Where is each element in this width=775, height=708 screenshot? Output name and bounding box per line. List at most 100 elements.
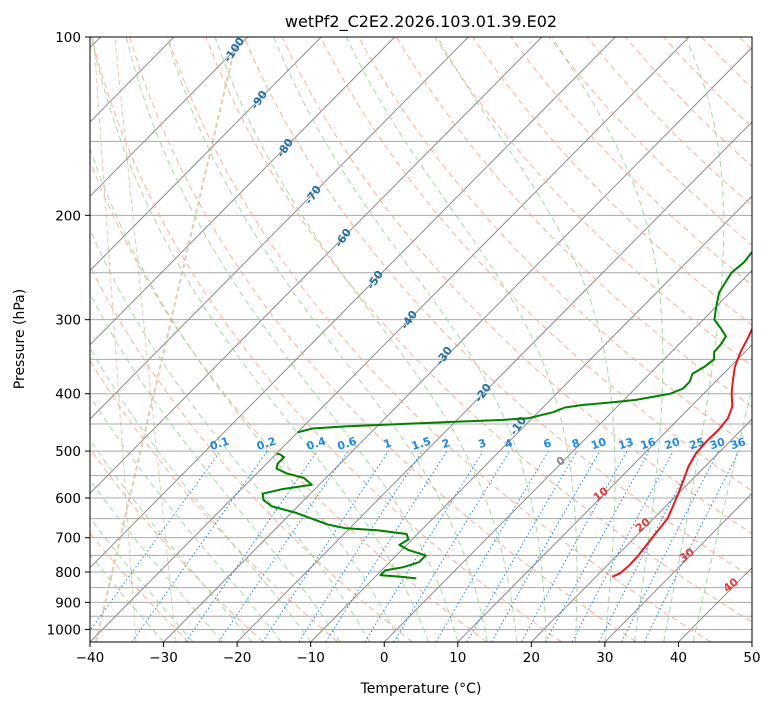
y-tick-label: 900 xyxy=(55,595,81,611)
x-tick-label: 20 xyxy=(523,650,540,666)
x-axis-ticks: −40 −30 −20 −10 0 10 20 30 40 50 xyxy=(76,642,761,666)
dry-adiabat-line xyxy=(90,447,264,642)
mixing-ratio-label: 13 xyxy=(617,435,636,452)
y-tick-label: 100 xyxy=(55,30,81,46)
dry-adiabat-line xyxy=(205,37,752,623)
isotherm-line xyxy=(163,46,752,642)
dry-adiabat-line xyxy=(434,37,752,367)
y-tick-label: 1000 xyxy=(47,622,81,638)
y-tick-label: 400 xyxy=(55,387,81,403)
y-tick-label: 500 xyxy=(55,444,81,460)
y-tick-label: 800 xyxy=(55,565,81,581)
moist-adiabat-line xyxy=(551,37,664,642)
cold-reference-curve xyxy=(93,37,137,642)
y-tick-label: 200 xyxy=(55,208,81,224)
isotherm-line xyxy=(90,37,616,569)
isotherm-line xyxy=(310,195,752,642)
y-axis-label: Pressure (hPa) xyxy=(12,289,28,389)
mixing-ratio-label: 0.6 xyxy=(336,434,359,452)
x-tick-label: 30 xyxy=(596,650,613,666)
dry-adiabat-label: 0 xyxy=(554,454,568,469)
y-axis-ticks: 100 200 300 400 500 600 700 800 900 1000 xyxy=(47,30,90,638)
dry-adiabat-line xyxy=(281,37,752,535)
dry-adiabat-line xyxy=(243,37,752,578)
chart-title: wetPf2_C2E2.2026.103.01.39.E02 xyxy=(285,12,557,32)
dry-adiabat-line xyxy=(358,37,752,450)
mixing-ratio-label: 16 xyxy=(639,435,658,452)
sounding-profiles xyxy=(261,250,752,580)
isotherm-line xyxy=(90,37,543,495)
moist-adiabat-line xyxy=(692,385,752,642)
profile-line-1 xyxy=(611,326,752,578)
dry-adiabat-line xyxy=(91,37,562,642)
mixing-ratio-label: 10 xyxy=(589,435,608,452)
isotherm-line xyxy=(751,641,752,642)
moist-adiabat-line xyxy=(90,347,312,642)
dry-adiabat-line xyxy=(319,37,752,492)
mixing-ratio-line xyxy=(435,450,550,642)
moist-adiabat-line xyxy=(90,395,282,642)
mixing-ratio-line xyxy=(521,450,628,642)
mixing-ratio-label: 0.4 xyxy=(305,434,328,452)
isotherm-line xyxy=(90,37,690,642)
isotherm-line xyxy=(236,121,752,642)
isotherm-line xyxy=(90,37,248,197)
dry-adiabat-line xyxy=(167,37,711,642)
moist-adiabat-line xyxy=(166,37,488,642)
mixing-ratio-label: 1.5 xyxy=(410,435,433,453)
profile-line-2 xyxy=(261,452,427,580)
dry-adiabat-line xyxy=(548,37,752,246)
mixing-ratio-label: 4 xyxy=(503,436,515,451)
moist-adiabat-line xyxy=(90,438,253,642)
mixing-ratio-line xyxy=(218,450,349,642)
mixing-ratio-label: 6 xyxy=(542,436,554,451)
mixing-ratio-label: 8 xyxy=(570,436,581,451)
x-tick-label: −40 xyxy=(76,650,105,666)
mixing-ratio-line xyxy=(185,450,318,642)
dry-adiabat-line xyxy=(90,265,413,642)
mixing-ratio-label: 36 xyxy=(729,435,748,452)
dry-adiabat-line xyxy=(510,37,752,286)
mixing-ratio-line xyxy=(364,450,484,642)
x-tick-label: −30 xyxy=(149,650,178,666)
mixing-ratio-line xyxy=(90,450,222,632)
isotherm-line xyxy=(457,344,752,642)
mixing-ratio-label: 2 xyxy=(440,436,451,451)
x-tick-label: 0 xyxy=(380,650,389,666)
mixing-ratio-line xyxy=(643,450,740,642)
moist-adiabat-line xyxy=(214,37,518,642)
x-tick-label: 10 xyxy=(449,650,466,666)
moist-adiabat-line xyxy=(90,292,341,642)
mixing-ratio-line xyxy=(325,450,448,642)
moist-adiabat-line xyxy=(90,553,164,642)
moist-adiabat-line xyxy=(125,37,459,642)
mixing-ratio-line xyxy=(571,450,674,642)
mixing-ratio-label: 1 xyxy=(382,436,393,451)
dry-adiabat-line xyxy=(396,37,752,408)
dry-adiabat-line xyxy=(625,37,752,167)
moist-adiabat-label: -100 xyxy=(221,35,248,65)
moist-adiabat-line xyxy=(436,37,616,642)
dry-adiabat-line xyxy=(90,532,189,642)
moist-adiabat-line xyxy=(345,37,578,642)
mixing-ratio-label: 20 xyxy=(663,435,682,452)
x-tick-label: −10 xyxy=(296,650,325,666)
isotherm-line xyxy=(90,37,396,346)
mixing-ratio-line xyxy=(393,450,511,642)
mixing-ratio-line xyxy=(545,450,650,642)
moist-adiabat-line xyxy=(90,147,400,642)
moist-adiabat-line xyxy=(91,37,429,642)
cold-reference-curve xyxy=(114,37,177,642)
dry-adiabat-label: 30 xyxy=(677,545,697,565)
dry-adiabat-label: 40 xyxy=(721,575,741,595)
mixing-ratio-label: 30 xyxy=(708,435,727,452)
mixing-ratio-label: 0.2 xyxy=(255,435,278,453)
mixing-ratio-label: 0.1 xyxy=(208,435,231,453)
y-tick-label: 600 xyxy=(55,491,81,507)
isotherm-line xyxy=(604,492,752,642)
isotherm-line xyxy=(90,37,322,272)
x-axis-label: Temperature (°C) xyxy=(360,681,482,697)
mixing-ratio-label: 3 xyxy=(476,436,487,451)
y-tick-label: 700 xyxy=(55,531,81,547)
x-tick-label: 50 xyxy=(743,650,760,666)
